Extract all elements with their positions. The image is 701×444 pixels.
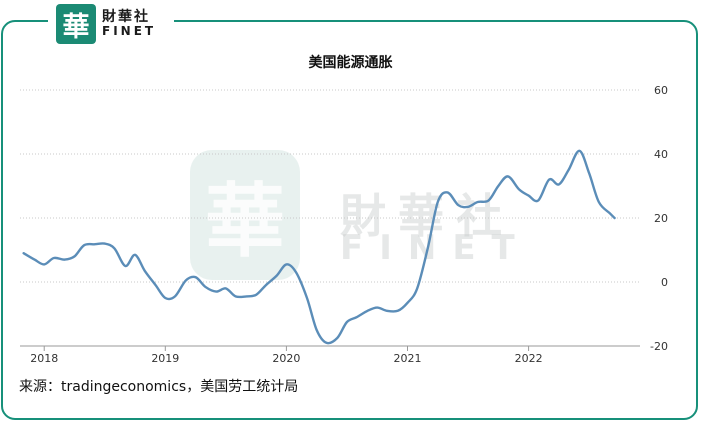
x-tick-label: 2021 <box>394 352 422 365</box>
y-tick-label: 0 <box>661 276 668 289</box>
finet-logo-icon: 華 <box>56 4 96 44</box>
brand-text: 財華社 FINET <box>102 10 156 37</box>
brand-name-en: FINET <box>102 24 157 39</box>
y-tick-label: 60 <box>654 84 668 97</box>
chart-title: 美国能源通胀 <box>308 55 393 71</box>
x-tick-label: 2020 <box>272 352 300 365</box>
watermark-logo-icon: 華 <box>190 150 300 280</box>
series-line <box>22 149 616 345</box>
brand-name-cn: 財華社 <box>102 9 150 26</box>
watermark-name-cn: 財華社 <box>340 189 514 243</box>
chart-frame <box>1 20 698 420</box>
x-tick-label: 2018 <box>30 352 58 365</box>
source-note: 来源：tradingeconomics，美国劳工统计局 <box>19 379 299 395</box>
x-tick-label: 2019 <box>151 352 179 365</box>
finet-brand: 華 財華社 FINET <box>48 2 174 46</box>
y-tick-label: -20 <box>650 340 668 353</box>
y-tick-label: 40 <box>654 148 668 161</box>
y-tick-label: 20 <box>654 212 668 225</box>
x-tick-label: 2022 <box>515 352 543 365</box>
